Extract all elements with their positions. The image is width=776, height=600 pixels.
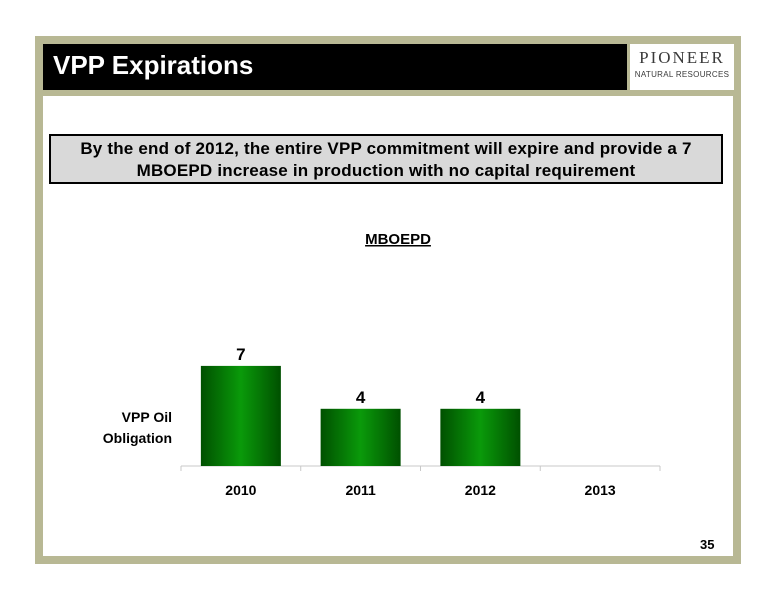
slide-title: VPP Expirations <box>53 50 254 80</box>
title-bar: VPP Expirations <box>43 44 627 90</box>
page-number: 35 <box>700 537 715 552</box>
data-label-2010: 7 <box>236 345 245 364</box>
data-label-2012: 4 <box>476 388 486 407</box>
x-tick-label-2011: 2011 <box>345 482 376 498</box>
chart-title: MBOEPD <box>365 231 431 248</box>
x-tick-label-2013: 2013 <box>585 482 616 498</box>
logo-subtitle: NATURAL RESOURCES <box>634 70 730 79</box>
x-tick-label-2012: 2012 <box>465 482 496 498</box>
company-logo: PIONEER NATURAL RESOURCES <box>630 44 734 90</box>
series-label-line-2: Obligation <box>103 430 172 446</box>
bar-2012 <box>440 408 521 466</box>
bar-2010 <box>200 365 281 466</box>
logo-name: PIONEER <box>639 48 725 67</box>
callout-box: By the end of 2012, the entire VPP commi… <box>49 134 723 184</box>
x-tick-label-2010: 2010 <box>225 482 256 498</box>
callout-text: By the end of 2012, the entire VPP commi… <box>80 139 692 180</box>
data-label-2011: 4 <box>356 388 366 407</box>
series-label-line-1: VPP Oil <box>122 409 172 425</box>
bar-2011 <box>320 408 401 466</box>
